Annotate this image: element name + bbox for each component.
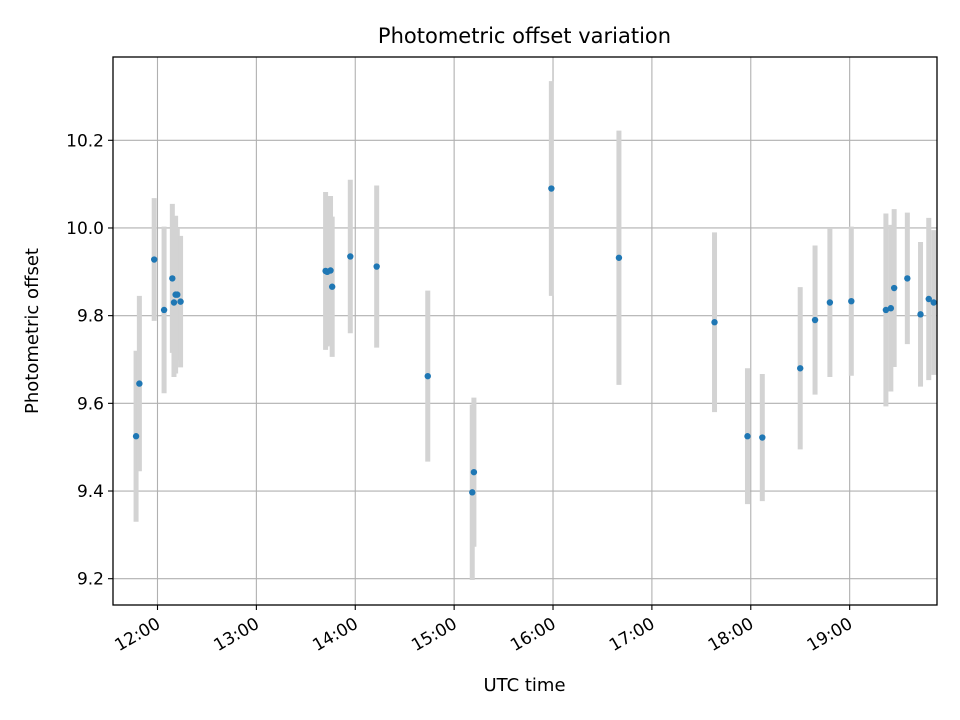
x-tick-label: 15:00 xyxy=(408,614,460,656)
data-point xyxy=(930,299,937,306)
data-point xyxy=(887,305,895,312)
data-point xyxy=(328,283,336,290)
data-point xyxy=(811,316,819,324)
data-point xyxy=(917,311,924,318)
data-point xyxy=(177,298,184,305)
data-point xyxy=(136,380,143,387)
data-point xyxy=(170,299,178,306)
x-axis-label: UTC time xyxy=(483,675,565,696)
data-point xyxy=(151,256,158,263)
data-point xyxy=(711,319,718,326)
data-point xyxy=(615,254,623,261)
y-tick-label: 9.4 xyxy=(77,482,104,502)
data-point xyxy=(890,284,898,292)
x-tick-label: 16:00 xyxy=(507,614,559,656)
data-point xyxy=(904,275,911,282)
y-tick-label: 10.0 xyxy=(66,219,104,239)
data-point xyxy=(759,434,766,441)
data-point xyxy=(327,267,334,274)
data-point xyxy=(848,297,855,305)
x-tick-label: 19:00 xyxy=(804,614,856,656)
chart-title: Photometric offset variation xyxy=(378,24,671,48)
data-point xyxy=(347,253,354,260)
plot-frame xyxy=(112,56,938,606)
data-point xyxy=(826,299,834,306)
data-point xyxy=(744,433,751,440)
data-point xyxy=(925,295,932,303)
data-point xyxy=(174,291,181,298)
y-tick-label: 9.6 xyxy=(77,394,104,414)
y-tick-label: 9.8 xyxy=(77,307,104,327)
data-point xyxy=(160,306,168,314)
x-tick-label: 12:00 xyxy=(112,614,164,656)
data-points xyxy=(132,185,937,496)
data-point xyxy=(548,185,555,192)
data-point xyxy=(469,489,476,496)
x-tick-label: 17:00 xyxy=(606,614,658,656)
y-tick-label: 10.2 xyxy=(66,131,104,151)
data-point xyxy=(169,275,176,282)
x-axis-ticks: 12:00 13:00 14:00 15:00 16:00 17:00 18:00 19:00 xyxy=(112,605,856,656)
y-axis-ticks: 9.2 9.4 9.6 9.8 10.0 10.2 xyxy=(66,131,113,590)
data-point xyxy=(470,468,478,476)
x-tick-label: 13:00 xyxy=(210,614,262,656)
y-axis-label: Photometric offset xyxy=(22,248,43,414)
data-point xyxy=(882,306,890,314)
data-point xyxy=(424,372,431,380)
x-tick-label: 14:00 xyxy=(309,614,361,656)
y-tick-label: 9.2 xyxy=(77,570,104,590)
data-point xyxy=(373,263,380,270)
gridlines xyxy=(113,57,937,605)
error-bars xyxy=(133,81,937,581)
data-point xyxy=(132,433,140,440)
x-tick-label: 18:00 xyxy=(705,614,757,656)
data-point xyxy=(797,365,804,372)
